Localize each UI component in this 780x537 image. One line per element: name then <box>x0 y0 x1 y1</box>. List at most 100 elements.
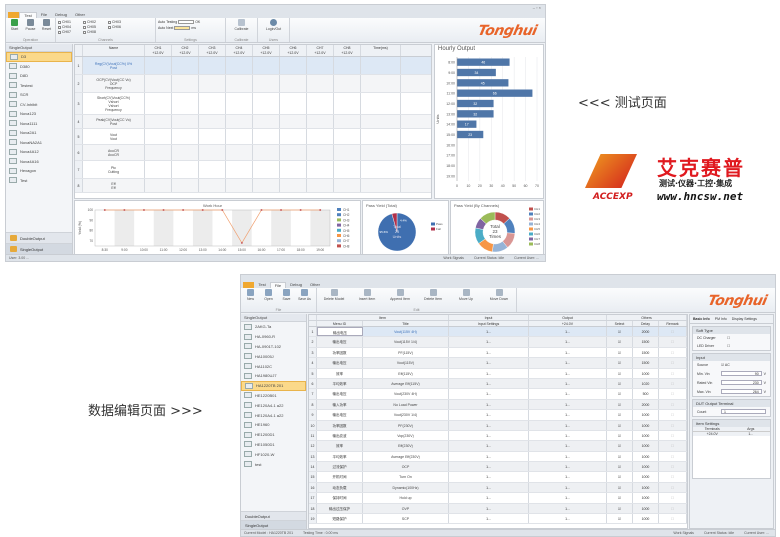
auto-testing-input[interactable] <box>178 20 195 24</box>
tab-file[interactable]: File <box>269 282 287 288</box>
rated-vin-input[interactable]: 230 <box>721 380 762 385</box>
select-checkbox[interactable]: ☑ <box>607 347 633 358</box>
select-checkbox[interactable]: ☑ <box>607 389 633 399</box>
count-select[interactable]: 1 <box>721 409 766 414</box>
menu-id-cell[interactable]: 平均效率 <box>317 378 363 389</box>
select-checkbox[interactable]: ☑ <box>607 514 633 524</box>
delay-cell[interactable]: 1500 <box>633 358 659 368</box>
delay-cell[interactable]: 1500 <box>633 337 659 347</box>
output-cell[interactable]: 1... <box>529 503 607 514</box>
panel-tab-pm-info[interactable]: PM Info <box>714 317 727 321</box>
output-cell[interactable]: 1... <box>529 420 607 430</box>
title-cell[interactable]: Turn On <box>363 472 449 482</box>
sidebar-model-item[interactable]: Nova2A1 <box>6 128 72 138</box>
delay-cell[interactable]: 1000 <box>633 462 659 472</box>
table-row[interactable]: 14 过流保护 OCP 1... 1... ☑ 1000 ☐ <box>309 462 687 473</box>
input-settings-cell[interactable]: 1... <box>449 337 529 347</box>
select-checkbox[interactable]: ☑ <box>607 327 633 337</box>
title-cell[interactable]: Vout(230V 1/4) <box>363 410 449 420</box>
tab-other[interactable]: Other <box>309 282 320 287</box>
delay-cell[interactable]: 1000 <box>633 493 659 503</box>
group-double-output[interactable]: DoubleOutput <box>241 511 306 520</box>
output-cell[interactable]: 1... <box>529 514 607 524</box>
input-settings-cell[interactable]: 1... <box>449 514 529 524</box>
min-vin-input[interactable]: 90 <box>721 371 762 376</box>
channel-checkbox-ch05[interactable]: CH05 <box>83 25 105 29</box>
title-cell[interactable]: Dynamic(100Hz) <box>363 482 449 493</box>
append-item-button[interactable]: Append Item <box>385 289 415 311</box>
input-settings-cell[interactable]: 1... <box>449 358 529 368</box>
menu-id-cell[interactable]: 过流保护 <box>317 462 363 472</box>
input-settings-cell[interactable]: 1... <box>449 441 529 451</box>
delete-item-button[interactable]: Delete Item <box>418 289 448 311</box>
tab-debug[interactable]: Debug <box>290 282 302 287</box>
delay-cell[interactable]: 1000 <box>633 410 659 420</box>
column-header[interactable]: Menu ID <box>317 321 363 326</box>
sidebar-model-item[interactable]: HE1200D1 <box>241 430 306 440</box>
remark-checkbox[interactable]: ☐ <box>659 472 687 482</box>
delay-cell[interactable]: 1000 <box>633 420 659 430</box>
sidebar-model-item[interactable]: HE1220B01 <box>241 391 306 401</box>
table-row[interactable]: 6 AvoCR AvoCR <box>75 145 431 161</box>
input-settings-cell[interactable]: 1... <box>449 347 529 358</box>
select-checkbox[interactable]: ☑ <box>607 420 633 430</box>
sidebar-model-item[interactable]: CV-Inhibit <box>6 100 72 110</box>
title-cell[interactable]: No Load Power <box>363 399 449 410</box>
table-row[interactable]: 4 输出电压 Vout(115V) 1... 1... ☑ 1500 ☐ <box>309 358 687 369</box>
title-cell[interactable]: Average Eff(115V) <box>363 378 449 389</box>
table-row[interactable]: 18 输出过压保护 OVP 1... 1... ☑ 1000 ☐ <box>309 503 687 515</box>
menu-id-cell[interactable]: 输出过压保护 <box>317 503 363 514</box>
delay-cell[interactable]: 2000 <box>633 327 659 337</box>
select-checkbox[interactable]: ☑ <box>607 337 633 347</box>
column-header[interactable]: CH3 +12.0V <box>199 45 226 56</box>
input-settings-cell[interactable]: 1... <box>449 420 529 430</box>
input-settings-cell[interactable]: 1... <box>449 368 529 378</box>
menu-id-cell[interactable]: 输出电压 <box>317 410 363 420</box>
table-row[interactable]: 11 输出纹波 Vop(230V) 1... 1... ☑ 1000 ☐ <box>309 430 687 442</box>
sidebar-model-item[interactable]: HA-0901T-102 <box>241 342 306 352</box>
tab-other[interactable]: Other <box>74 12 85 17</box>
column-header[interactable]: CH6 +12.0V <box>280 45 307 56</box>
remark-checkbox[interactable]: ☐ <box>659 389 687 399</box>
remark-checkbox[interactable]: ☐ <box>659 368 687 378</box>
output-cell[interactable]: 1... <box>529 462 607 472</box>
table-row[interactable]: 7 输出电压 Vout(230V 4H) 1... 1... ☑ 500 ☐ <box>309 389 687 400</box>
title-cell[interactable]: Eff(230V) <box>363 441 449 451</box>
channel-checkbox-ch08[interactable]: CH08 <box>83 30 105 34</box>
table-row[interactable]: 12 效率 Eff(230V) 1... 1... ☑ 1000 ☐ <box>309 441 687 452</box>
option-checkbox[interactable]: ☐ <box>727 344 731 348</box>
sidebar-model-item[interactable]: D8D <box>6 71 72 81</box>
delay-cell[interactable]: 1000 <box>633 368 659 378</box>
channel-checkbox-ch07[interactable]: CH07 <box>58 30 80 34</box>
delay-cell[interactable]: 1000 <box>633 451 659 462</box>
select-checkbox[interactable]: ☑ <box>607 410 633 420</box>
column-header[interactable]: Delay <box>633 321 659 326</box>
input-settings-cell[interactable]: 1... <box>449 378 529 389</box>
menu-id-cell[interactable]: 输出纹波 <box>317 430 363 441</box>
sidebar-model-item[interactable]: NovaNA2A1 <box>6 138 72 148</box>
remark-checkbox[interactable]: ☐ <box>659 358 687 368</box>
channel-checkbox-ch01[interactable]: CH01 <box>58 20 80 24</box>
move-down-button[interactable]: Move Down <box>484 289 514 311</box>
table-row[interactable]: 8 Eff Eff <box>75 179 431 193</box>
menu-id-cell[interactable]: 动态负载 <box>317 482 363 493</box>
remark-checkbox[interactable]: ☐ <box>659 462 687 472</box>
select-checkbox[interactable]: ☑ <box>607 368 633 378</box>
output-cell[interactable]: 1... <box>529 358 607 368</box>
pause-button[interactable]: Pause <box>24 19 37 41</box>
channel-checkbox-ch02[interactable]: CH02 <box>83 20 105 24</box>
output-cell[interactable]: 1... <box>529 482 607 493</box>
sidebar-model-item[interactable]: Test <box>6 176 72 186</box>
source-ac-checkbox[interactable]: ☑ AC <box>721 363 730 367</box>
delay-cell[interactable]: 1000 <box>633 514 659 524</box>
channel-checkbox-ch04[interactable]: CH04 <box>58 25 80 29</box>
select-checkbox[interactable]: ☑ <box>607 430 633 441</box>
input-settings-cell[interactable]: 1... <box>449 462 529 472</box>
remark-checkbox[interactable]: ☐ <box>659 410 687 420</box>
sidebar-model-item[interactable]: HA10005J <box>241 351 306 361</box>
input-settings-cell[interactable]: 1... <box>449 482 529 493</box>
sidebar-model-item[interactable]: HF1020-W <box>241 449 306 459</box>
menu-id-cell[interactable]: 平均效率 <box>317 451 363 462</box>
calibrate-button[interactable]: Calibrate <box>230 19 254 31</box>
table-row[interactable]: 9 输出电压 Vout(230V 1/4) 1... 1... ☑ 1000 ☐ <box>309 410 687 421</box>
